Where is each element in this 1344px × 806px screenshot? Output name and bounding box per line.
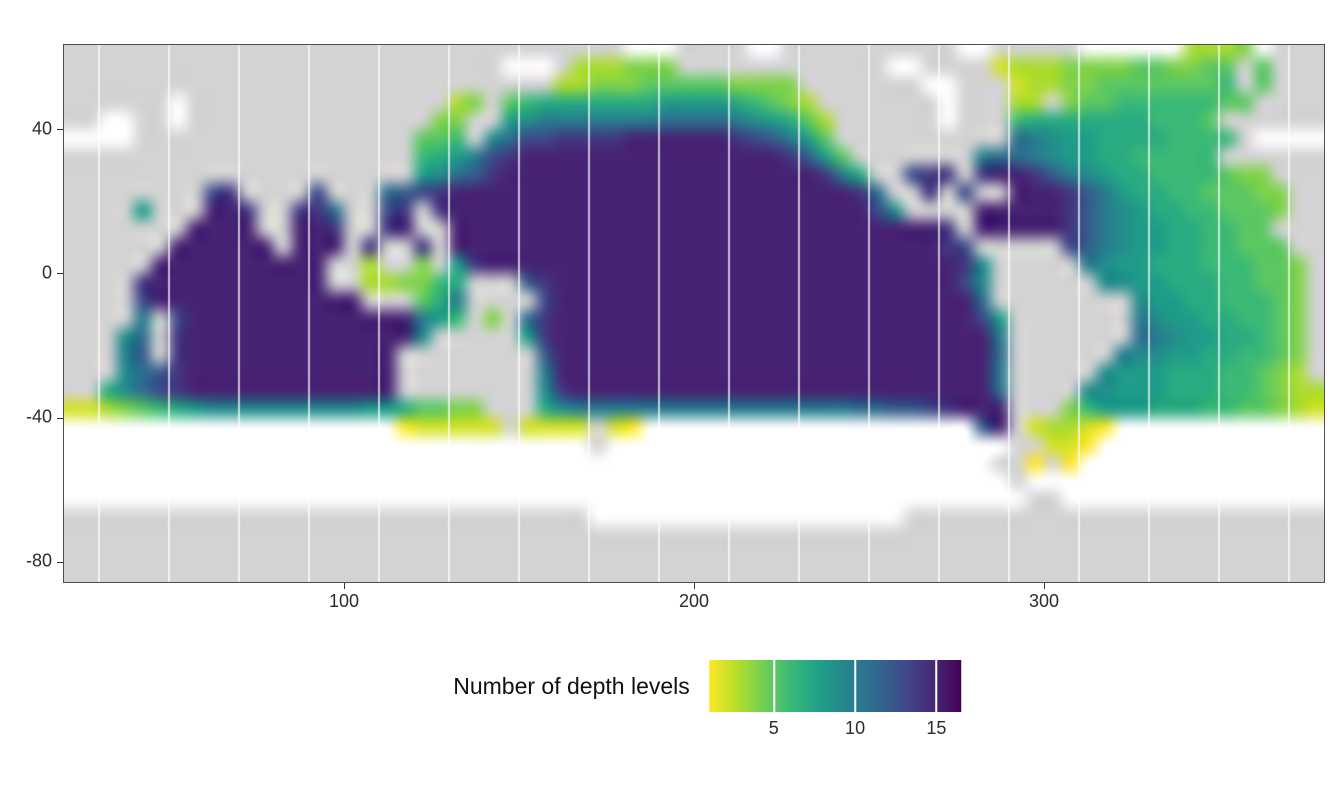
x-axis-tick-mark (1043, 583, 1045, 589)
y-axis-tick-mark (57, 273, 63, 275)
y-axis-tick-label: -40 (25, 406, 52, 427)
y-axis-tick-mark (57, 561, 63, 563)
colorbar-tick-line (854, 660, 857, 712)
y-axis-tick-label: 0 (41, 262, 52, 283)
colorbar-tick-label: 15 (926, 718, 947, 738)
y-axis-tick-mark (57, 417, 63, 419)
colorbar: 5 10 15 (708, 660, 961, 738)
x-axis-tick-label: 300 (1028, 591, 1060, 611)
colorbar-tick-label: 5 (768, 718, 779, 738)
colorbar-tick-label: 10 (845, 718, 866, 738)
x-axis-tick-label: 100 (328, 591, 360, 611)
colorbar-tick-line (772, 660, 775, 712)
colorbar-gradient (708, 660, 961, 712)
x-axis-tick-label: 200 (678, 591, 710, 611)
legend-title: Number of depth levels (453, 672, 690, 699)
x-axis-tick-mark (693, 583, 695, 589)
y-axis-tick-mark (57, 129, 63, 131)
y-axis-tick-label: 40 (31, 118, 52, 139)
legend: Number of depth levels 5 10 15 (453, 660, 961, 738)
plot-panel (63, 44, 1325, 583)
y-axis-tick-label: -80 (25, 550, 52, 571)
x-axis-tick-mark (343, 583, 345, 589)
colorbar-tick-line (935, 660, 938, 712)
map-canvas (64, 45, 1324, 582)
